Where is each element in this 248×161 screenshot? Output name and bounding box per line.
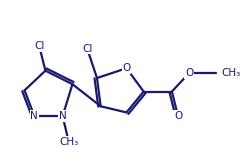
Text: O: O xyxy=(174,111,182,121)
Text: O: O xyxy=(122,63,131,73)
Text: O: O xyxy=(185,68,193,78)
Text: CH₃: CH₃ xyxy=(59,137,78,147)
Text: CH₃: CH₃ xyxy=(221,68,240,78)
Text: N: N xyxy=(31,111,38,121)
Text: Cl: Cl xyxy=(34,41,44,51)
Text: Cl: Cl xyxy=(82,44,92,54)
Text: N: N xyxy=(59,111,66,121)
